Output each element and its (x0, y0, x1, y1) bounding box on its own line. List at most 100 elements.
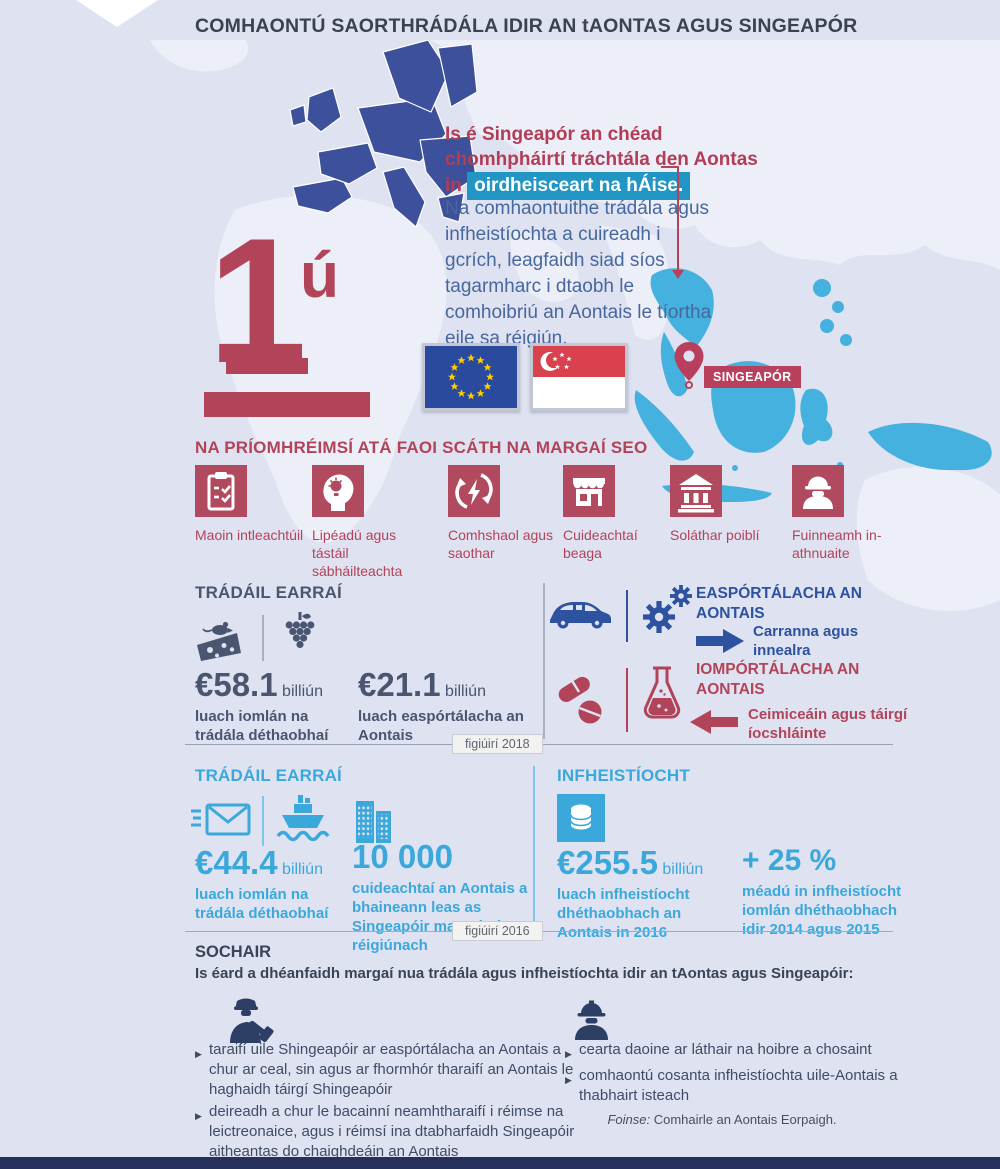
headline-line2: chomhpháirtí tráchtála den Aontas (445, 149, 758, 170)
stat-caption: luach easpórtálacha an Aontais (358, 708, 524, 744)
singapore-flag (530, 343, 628, 411)
bullet-icon: ▶ (195, 1111, 202, 1121)
pills-icon (548, 668, 614, 730)
column-divider (533, 766, 535, 924)
goods-2016-heading: TRÁDÁIL EARRAÍ (195, 766, 342, 785)
gears-icon (636, 584, 694, 638)
bullet-row: ▶ comhaontú cosanta infheistíochta uile-… (565, 1066, 905, 1106)
stat-unit: billiún (282, 683, 323, 700)
stat-unit: billiún (662, 861, 704, 878)
coins-icon (557, 794, 605, 842)
imports-caption: Ceimiceáin agus táirgí íocshláinte (748, 706, 908, 742)
cheese-icon (193, 617, 255, 665)
storefront-icon (563, 465, 615, 517)
stat-unit: billiún (282, 861, 323, 878)
buildings-icon (352, 795, 396, 845)
stat-value: + 25 % (742, 844, 837, 877)
figures-2018-badge: figiúirí 2018 (452, 734, 543, 754)
source-label: Foinse: (607, 1112, 651, 1127)
bank-icon (670, 465, 722, 517)
connector-line-horizontal (661, 166, 679, 168)
headline-line3: in oirdheisceart na hÁise. (445, 172, 775, 200)
headline-highlight: oirdheisceart na hÁise. (467, 172, 691, 200)
benefits-intro: Is éard a dhéanfaidh margaí nua trádála … (195, 965, 854, 982)
southeast-asia-region (634, 268, 992, 503)
icon-separator (626, 668, 628, 732)
stat-caption: luach iomlán na trádála déthaobhaí (195, 708, 329, 744)
car-icon (546, 596, 614, 630)
key-areas-heading: NA PRÍOMHRÉIMSÍ ATÁ FAOI SCÁTH NA MARGAÍ… (195, 438, 648, 457)
icon-separator (262, 796, 264, 846)
stat-caption: luach infheistíocht dhéthaobhach an Aont… (557, 886, 690, 941)
key-area-label: Cuideachtaí beaga (563, 527, 638, 561)
stat-value: €21.1 (358, 666, 441, 703)
stat-value: €44.4 (195, 844, 278, 881)
stat-caption: méadú in infheistíocht iomlán dhéthaobha… (742, 883, 902, 938)
exports-heading: EASPÓRTÁLACHA AN AONTAIS (696, 585, 862, 622)
key-area-label: Comhshaol agus saothar (448, 527, 554, 561)
bullet-icon: ▶ (565, 1049, 572, 1059)
key-area-label: Lipéadú agus tástáil sábháilteachta (312, 527, 403, 579)
figures-2016-badge: figiúirí 2016 (452, 921, 543, 941)
footer-bar (0, 1157, 1000, 1169)
imports-heading: IOMPÓRTÁLACHA AN AONTAIS (696, 661, 860, 698)
bullet-row: ▶ deireadh a chur le bacainní neamhthara… (195, 1102, 583, 1162)
construction-worker-icon (568, 996, 616, 1044)
stat-value: €58.1 (195, 666, 278, 703)
key-area-item: Maoin intleachtúil (195, 465, 313, 544)
key-area-item: Comhshaol agus saothar (448, 465, 560, 562)
mail-icon (191, 800, 253, 840)
stat-investment-growth: + 25 % méadú in infheistíocht iomlán dhé… (742, 846, 920, 939)
key-area-item: Cuideachtaí beaga (563, 465, 667, 562)
head-lightbulb-icon (312, 465, 364, 517)
customs-officer-icon (222, 993, 278, 1045)
bullet-text: cearta daoine ar láthair na hoibre a cho… (579, 1041, 872, 1058)
bullet-icon: ▶ (565, 1075, 572, 1085)
import-arrow-icon (690, 710, 738, 734)
key-area-item: Soláthar poiblí (670, 465, 760, 544)
goods-2018-heading: TRÁDÁIL EARRAÍ (195, 583, 342, 602)
stat-caption: luach iomlán na trádála déthaobhaí (195, 886, 329, 922)
stat-value: €255.5 (557, 844, 658, 881)
headline-line3-prefix: in (445, 175, 462, 196)
page-title: COMHAONTÚ SAORTHRÁDÁLA IDIR AN tAONTAS A… (195, 15, 858, 37)
map-landmasses (150, 40, 1000, 611)
stat-unit: billiún (445, 683, 486, 700)
world-map (150, 40, 1000, 611)
key-area-label: Maoin intleachtúil (195, 527, 304, 543)
flask-icon (638, 664, 686, 726)
rank-ordinal-suffix: ú (300, 239, 340, 311)
headline-line1: Is é Singeapór an chéad (445, 124, 663, 145)
export-arrow-icon (696, 629, 744, 653)
benefits-heading: SOCHAIR (195, 943, 272, 961)
connector-line-vertical (677, 166, 679, 270)
stat-caption: cuideachtaí an Aontais a bhaineann leas … (352, 880, 528, 954)
benefits-left-list: ▶ taraifí uile Shingeapóir ar easpórtála… (195, 1040, 583, 1164)
bullet-row: ▶ cearta daoine ar láthair na hoibre a c… (565, 1040, 905, 1064)
stat-investment-value: €255.5 billiún luach infheistíocht dhéth… (557, 846, 727, 942)
bullet-text: taraifí uile Shingeapóir ar easpórtálach… (209, 1041, 574, 1098)
bullet-row: ▶ taraifí uile Shingeapóir ar easpórtála… (195, 1040, 583, 1100)
eu-member-states (289, 40, 478, 228)
hardhat-worker-icon (792, 465, 844, 517)
icon-separator (262, 615, 264, 661)
connector-arrowhead (672, 270, 684, 279)
key-area-item: Lipéadú agus tástáil sábháilteachta (312, 465, 418, 580)
benefits-right-list: ▶ cearta daoine ar láthair na hoibre a c… (565, 1040, 905, 1108)
bullet-icon: ▶ (195, 1049, 202, 1059)
stat-value: 10 000 (352, 838, 453, 875)
icon-separator (626, 590, 628, 642)
pin-label-badge: SINGEAPÓR (704, 366, 801, 388)
headline: Is é Singeapór an chéad chomhpháirtí trá… (445, 122, 775, 200)
key-area-label: Fuinneamh in-athnuaite (792, 527, 882, 561)
bullet-text: deireadh a chur le bacainní neamhtharaif… (209, 1103, 575, 1160)
clipboard-check-icon (195, 465, 247, 517)
investment-heading: INFHEISTÍOCHT (557, 766, 690, 785)
rank-numeral-foot (226, 358, 308, 374)
location-pin-icon (672, 341, 706, 389)
source-text: Comhairle an Aontais Eorpaigh. (653, 1112, 837, 1127)
bullet-text: comhaontú cosanta infheistíochta uile-Ao… (579, 1067, 898, 1104)
stat-2018-bilateral: €58.1 billiún luach iomlán na trádála dé… (195, 668, 353, 745)
stat-2016-bilateral: €44.4 billiún luach iomlán na trádála dé… (195, 846, 353, 923)
